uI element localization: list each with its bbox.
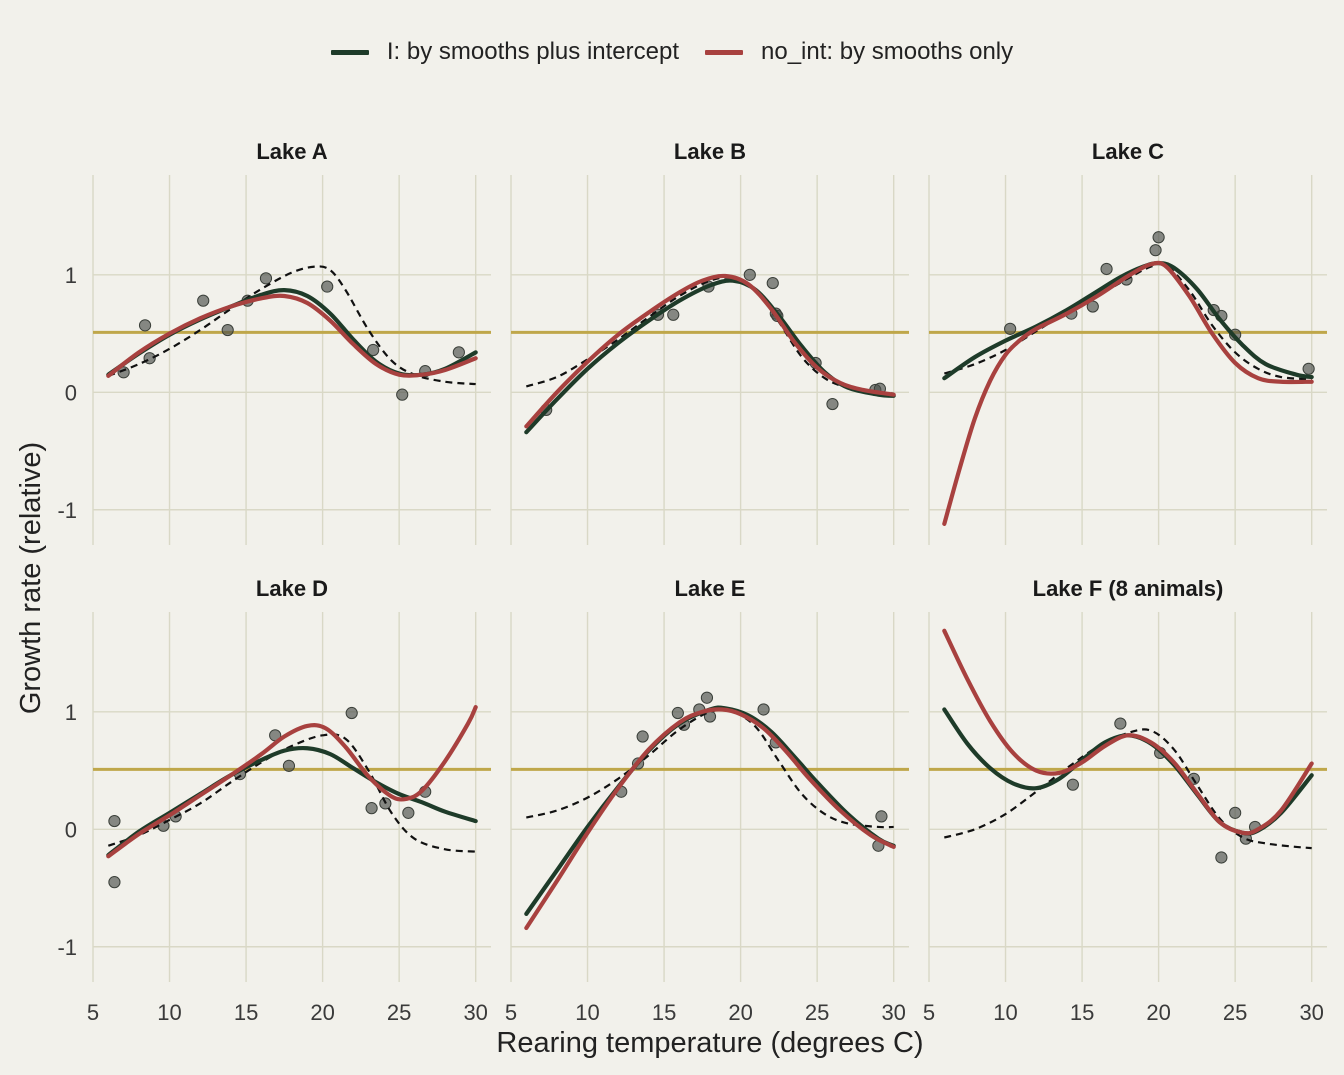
x-tick-label: 10	[993, 1000, 1017, 1025]
data-point	[743, 268, 756, 281]
series-line-no-int-by-smooths-only	[942, 628, 1314, 836]
data-point	[671, 706, 684, 720]
legend-swatch-no-int	[705, 49, 743, 55]
data-point	[1152, 231, 1165, 244]
data-point	[1004, 322, 1017, 335]
data-point	[259, 272, 273, 285]
x-tick-label: 15	[652, 1000, 676, 1025]
data-point	[108, 876, 121, 889]
data-point	[367, 343, 380, 357]
panel-title: Lake A	[256, 139, 327, 164]
data-point	[282, 759, 296, 772]
x-tick-label: 15	[234, 1000, 258, 1025]
series-line-no-int-by-smooths-only	[106, 293, 478, 378]
data-point	[1114, 717, 1127, 730]
data-point	[321, 280, 334, 293]
panel-lake-f-8-animals: Lake F (8 animals) 5 10 15 20 25 30	[923, 576, 1327, 1025]
data-point	[636, 730, 649, 743]
x-tick-label: 10	[575, 1000, 599, 1025]
x-tick-label: 5	[87, 1000, 99, 1025]
legend-label-intercept: I: by smooths plus intercept	[386, 38, 679, 65]
x-tick-label: 15	[1070, 1000, 1094, 1025]
data-point	[365, 802, 378, 815]
data-point	[138, 319, 152, 332]
y-tick-label: -1	[57, 935, 77, 960]
y-tick-label: 1	[65, 700, 77, 725]
data-point	[757, 703, 770, 716]
data-point	[667, 308, 680, 321]
x-tick-label: 5	[505, 1000, 517, 1025]
dashed-curve	[107, 265, 476, 386]
y-tick-label: -1	[57, 498, 77, 523]
legend-label-no-int: no_int: by smooths only	[761, 38, 1014, 65]
data-point	[826, 397, 839, 411]
panel-lake-e: Lake E 5 10 15 20 25 30	[505, 576, 909, 1025]
series-line-i-by-smooths-plus-intercept	[524, 278, 896, 435]
data-point	[700, 691, 714, 704]
series-line-no-int-by-smooths-only	[942, 260, 1314, 526]
x-tick-label: 30	[1299, 1000, 1323, 1025]
data-point	[766, 276, 779, 290]
series-line-no-int-by-smooths-only	[524, 273, 896, 429]
data-point	[1149, 244, 1162, 257]
legend-item-no-int: no_int: by smooths only	[705, 38, 1013, 66]
panel-lake-b: Lake B	[510, 139, 909, 545]
x-tick-label: 5	[923, 1000, 935, 1025]
x-tick-label: 30	[881, 1000, 905, 1025]
x-tick-label: 25	[1223, 1000, 1247, 1025]
x-tick-label: 25	[387, 1000, 411, 1025]
panel-title: Lake D	[256, 576, 328, 601]
x-tick-label: 30	[463, 1000, 487, 1025]
data-point	[1100, 262, 1113, 276]
legend-item-intercept: I: by smooths plus intercept	[330, 38, 679, 66]
x-tick-label: 10	[157, 1000, 181, 1025]
y-tick-label: 0	[65, 817, 77, 842]
panel-title: Lake C	[1092, 139, 1164, 164]
x-axis-title: Rearing temperature (degrees C)	[496, 1027, 923, 1059]
panel-title: Lake B	[674, 139, 746, 164]
series-line-no-int-by-smooths-only	[524, 707, 896, 931]
data-point	[117, 366, 130, 379]
data-point	[197, 294, 210, 307]
data-point	[396, 388, 409, 401]
data-point	[402, 806, 415, 819]
data-point	[345, 706, 358, 720]
data-point	[1066, 778, 1079, 791]
series-line-i-by-smooths-plus-intercept	[942, 707, 1314, 836]
x-tick-label: 25	[805, 1000, 829, 1025]
panel-title: Lake F (8 animals)	[1033, 576, 1224, 601]
dashed-curve	[526, 708, 894, 829]
panel-lake-a: Lake A -1 0 1	[57, 139, 491, 545]
data-point	[1229, 806, 1242, 819]
y-tick-label: 0	[65, 380, 77, 405]
dashed-curve	[107, 733, 476, 853]
dashed-curve	[944, 728, 1312, 850]
data-point	[875, 810, 888, 823]
panel-lake-c: Lake C	[928, 139, 1327, 545]
x-tick-label: 20	[728, 1000, 752, 1025]
data-point	[108, 814, 121, 828]
data-point	[1215, 851, 1228, 864]
series-line-no-int-by-smooths-only	[106, 705, 478, 859]
panel-title: Lake E	[675, 576, 746, 601]
data-point	[452, 346, 465, 359]
data-point	[1302, 362, 1315, 375]
legend: I: by smooths plus intercept no_int: by …	[0, 38, 1344, 66]
legend-swatch-intercept	[330, 49, 369, 55]
x-tick-label: 20	[310, 1000, 334, 1025]
data-point	[221, 323, 234, 337]
x-tick-label: 20	[1146, 1000, 1170, 1025]
y-tick-label: 1	[65, 263, 77, 288]
y-axis-title: Growth rate (relative)	[15, 442, 47, 714]
